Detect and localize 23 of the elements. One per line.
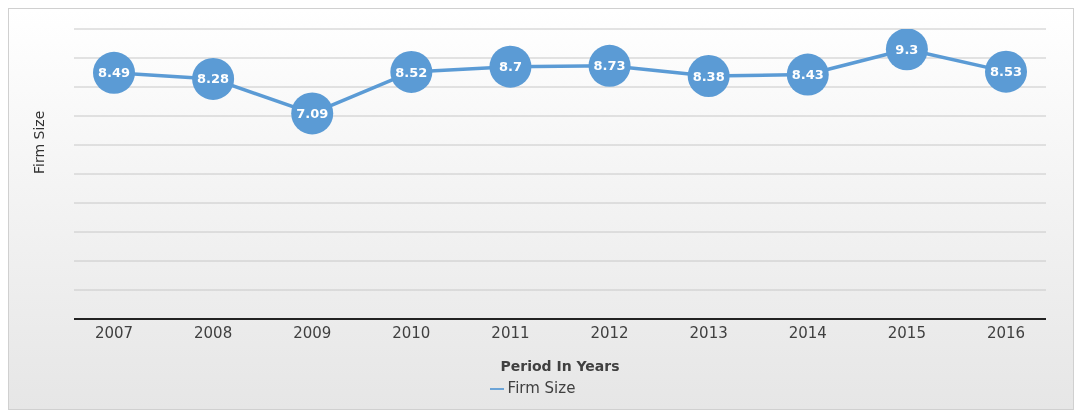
data-label: 8.52 <box>395 64 428 80</box>
data-label: 7.09 <box>296 106 329 121</box>
x-tick-label: 2016 <box>986 323 1026 342</box>
x-axis-title: Period In Years <box>500 358 620 374</box>
x-tick-label: 2011 <box>491 323 530 342</box>
x-tick-label: 2015 <box>887 323 926 342</box>
data-label: 8.38 <box>692 68 725 84</box>
legend-label: Firm Size <box>507 379 576 397</box>
data-label: 8.49 <box>97 65 131 81</box>
x-tick-label: 2012 <box>590 323 629 342</box>
data-label: 8.43 <box>791 67 824 83</box>
x-tick-label: 2010 <box>392 323 431 342</box>
data-label: 9.3 <box>895 41 919 57</box>
x-tick-label: 2007 <box>94 323 134 342</box>
x-tick-label: 2009 <box>293 323 332 342</box>
data-label: 8.7 <box>498 59 522 75</box>
data-label: 8.53 <box>989 64 1023 80</box>
x-tick-label: 2013 <box>689 323 728 342</box>
data-label: 8.73 <box>593 58 626 74</box>
data-label: 8.28 <box>197 71 230 87</box>
y-axis-title: Firm Size <box>30 110 47 174</box>
x-tick-label: 2008 <box>194 323 233 342</box>
x-tick-label: 2014 <box>788 323 827 342</box>
